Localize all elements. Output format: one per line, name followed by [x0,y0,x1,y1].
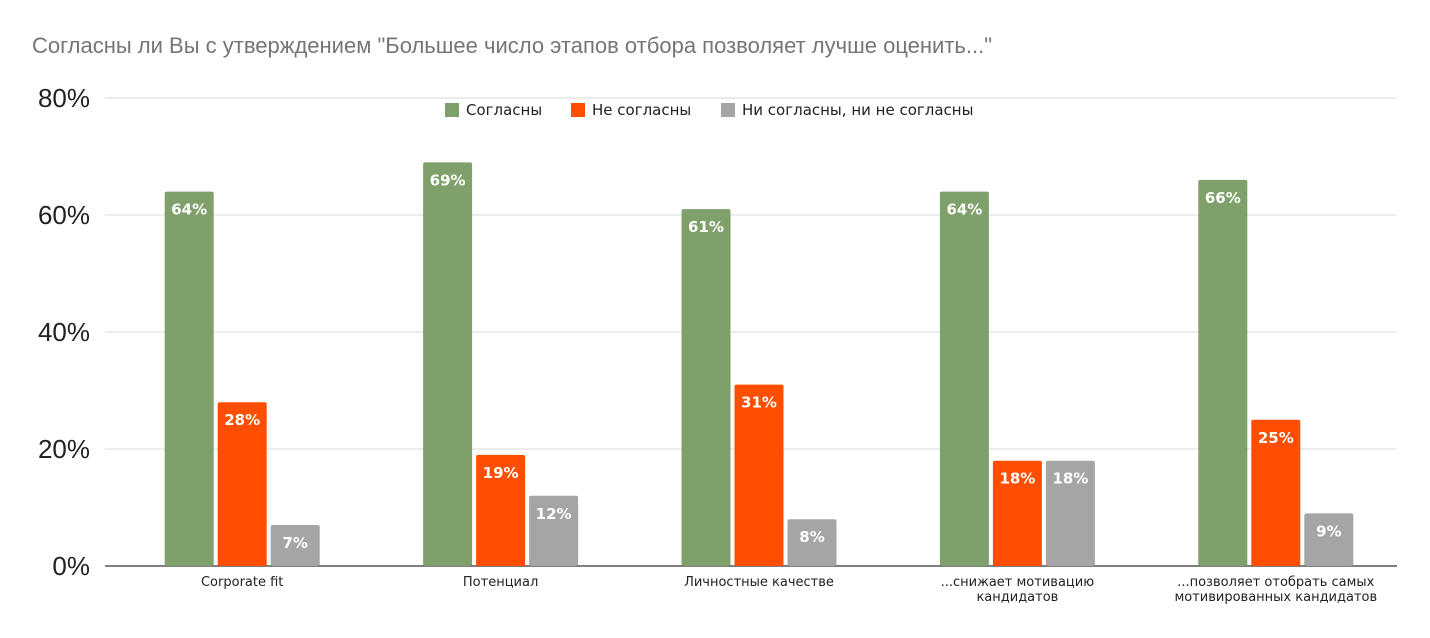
x-axis-ticks: Corporate fit Потенциал Личностные качеств… [201,575,1377,605]
bar [164,191,214,566]
bar-value-label: 61% [688,218,724,236]
bar-value-label: 64% [171,201,207,219]
bar-value-label: 8% [799,528,824,546]
bar [270,525,320,566]
bar-value-label: 18% [1052,470,1088,488]
bar [529,495,579,566]
bar [1251,419,1301,566]
x-tick-label: Личностные качестве [684,575,834,590]
y-tick-label: 80% [38,83,90,113]
bars [164,162,1354,566]
bar-value-label: 64% [946,201,982,219]
bar-value-label: 69% [430,171,466,189]
bar [939,191,989,566]
y-axis-ticks: 0% 20% 40% 60% 80% [38,83,90,581]
bar-value-label: 25% [1258,429,1294,447]
bar-value-label: 9% [1316,522,1341,540]
x-tick-label: ...снижает мотивацию кандидатов [941,575,1095,605]
x-tick-label: Потенциал [463,575,538,590]
bar-value-label: 66% [1205,189,1241,207]
bar-value-label: 31% [741,394,777,412]
legend-swatch [721,103,735,117]
legend-label: Согласны [466,101,542,119]
y-tick-label: 0% [52,551,90,581]
legend-swatch [571,103,585,117]
bar-value-label: 19% [483,464,519,482]
bar [1045,460,1095,566]
bar [734,384,784,566]
x-tick-label: Corporate fit [201,575,283,590]
bar-value-label: 12% [536,505,572,523]
y-tick-label: 40% [38,317,90,347]
legend-label: Ни согласны, ни не согласны [742,101,973,119]
bar [476,454,526,566]
bar [217,402,267,566]
bar [787,519,837,566]
legend: Согласны Не согласны Ни согласны, ни не со… [445,101,973,119]
bar [681,209,731,566]
bar [1198,179,1248,566]
bar-value-label: 7% [282,534,307,552]
x-tick-label: ...позволяет отобрать самых мотивированны… [1174,575,1377,605]
legend-label: Не согласны [592,101,691,119]
bar-labels: 64% 28% 7% 69% 19% 12% 61% 31% 8% 64% 18% 18% 66% 25%… [171,171,1341,552]
bar-value-label: 28% [224,411,260,429]
bar [992,460,1042,566]
legend-swatch [445,103,459,117]
bar [423,162,473,566]
bar-value-label: 18% [999,470,1035,488]
chart-title: Согласны ли Вы с утверждением "Большее ч… [32,33,992,58]
bar [1304,513,1354,566]
y-tick-label: 20% [38,434,90,464]
y-tick-label: 60% [38,200,90,230]
